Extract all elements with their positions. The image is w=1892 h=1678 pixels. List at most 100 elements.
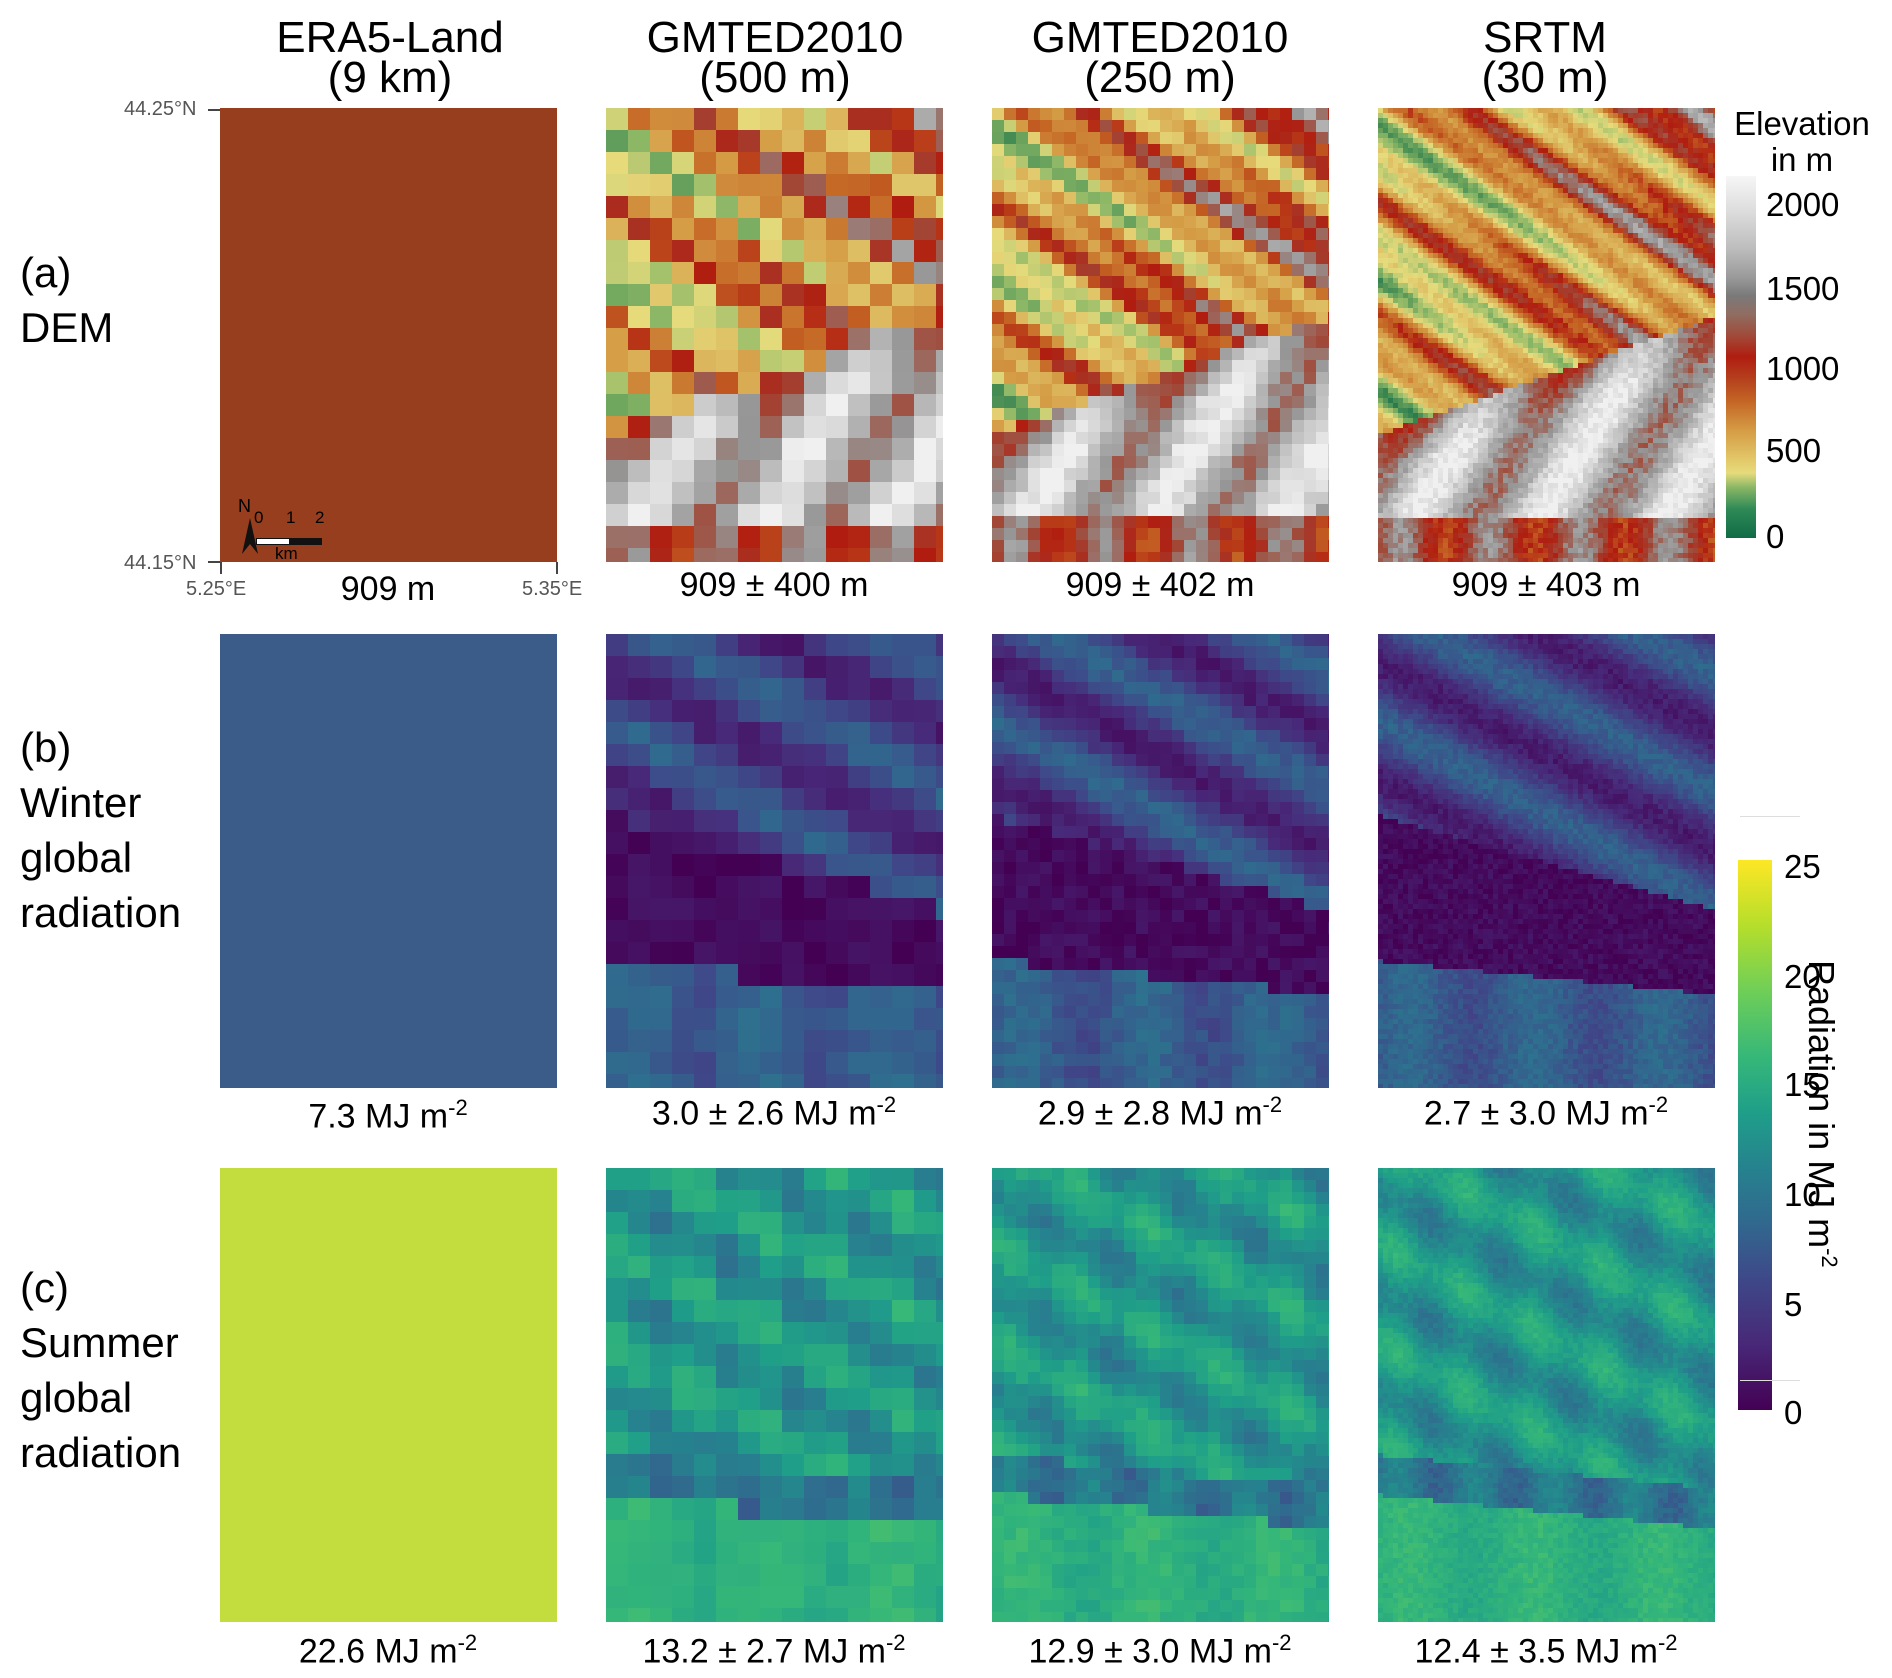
- raster-cell: [1573, 133, 1579, 139]
- raster-cell: [1433, 153, 1439, 159]
- raster-cell: [1523, 178, 1529, 184]
- raster-cell: [1418, 273, 1424, 279]
- raster-cell: [1448, 343, 1454, 349]
- raster-cell: [1643, 318, 1649, 324]
- raster-cell: [1658, 308, 1664, 314]
- raster-cell: [1478, 208, 1484, 214]
- raster-cell: [1124, 540, 1137, 553]
- raster-cell: [1028, 468, 1041, 481]
- raster-cell: [1220, 504, 1233, 517]
- raster-cell: [1628, 218, 1634, 224]
- raster-cell: [1508, 153, 1514, 159]
- raster-cell: [1423, 218, 1429, 224]
- raster-cell: [1100, 372, 1113, 385]
- raster-cell: [1268, 252, 1281, 265]
- raster-cell: [1638, 223, 1644, 229]
- raster-cell: [1658, 208, 1664, 214]
- raster-cell: [1028, 444, 1041, 457]
- raster-cell: [1473, 253, 1479, 259]
- raster-cell: [1563, 253, 1569, 259]
- raster-cell: [1478, 183, 1484, 189]
- raster-cell: [1016, 156, 1029, 169]
- raster-cell: [1208, 480, 1221, 493]
- raster-cell: [1453, 228, 1459, 234]
- raster-cell: [1052, 408, 1065, 421]
- raster-cell: [1328, 360, 1329, 373]
- raster-cell: [1428, 358, 1434, 364]
- raster-cell: [1648, 363, 1654, 369]
- raster-cell: [1478, 263, 1484, 269]
- raster-cell: [1708, 268, 1714, 274]
- raster-cell: [1184, 360, 1197, 373]
- raster-cell: [1608, 203, 1614, 209]
- raster-cell: [1423, 293, 1429, 299]
- raster-cell: [1688, 338, 1694, 344]
- raster-cell: [1638, 238, 1644, 244]
- raster-cell: [1633, 228, 1639, 234]
- raster-cell: [1613, 273, 1619, 279]
- raster-cell: [1603, 123, 1609, 129]
- raster-cell: [1172, 540, 1185, 553]
- raster-cell: [1124, 384, 1137, 397]
- raster-cell: [804, 504, 827, 527]
- raster-cell: [760, 416, 783, 439]
- raster-cell: [1683, 173, 1689, 179]
- raster-cell: [1443, 228, 1449, 234]
- raster-cell: [1643, 258, 1649, 264]
- raster-cell: [1280, 120, 1293, 133]
- raster-cell: [1408, 348, 1414, 354]
- raster-cell: [1378, 328, 1384, 334]
- raster-cell: [1573, 318, 1579, 324]
- raster-cell: [1543, 223, 1549, 229]
- raster-cell: [694, 306, 717, 329]
- raster-cell: [1673, 133, 1679, 139]
- raster-cell: [1458, 318, 1464, 324]
- raster-cell: [1593, 308, 1599, 314]
- raster-cell: [1588, 228, 1594, 234]
- raster-cell: [1498, 183, 1504, 189]
- raster-cell: [1418, 138, 1424, 144]
- raster-cell: [1112, 276, 1125, 289]
- raster-cell: [1136, 240, 1149, 253]
- raster-cell: [1588, 268, 1594, 274]
- raster-cell: [1523, 203, 1529, 209]
- raster-cell: [1076, 336, 1089, 349]
- raster-cell: [1064, 108, 1077, 121]
- raster-cell: [1698, 193, 1704, 199]
- raster-cell: [1508, 108, 1514, 114]
- raster-cell: [1503, 273, 1509, 279]
- raster-cell: [1528, 178, 1534, 184]
- raster-cell: [1633, 128, 1639, 134]
- raster-cell: [1428, 133, 1434, 139]
- raster-cell: [1393, 248, 1399, 254]
- raster-cell: [914, 284, 937, 307]
- raster-cell: [1648, 133, 1654, 139]
- raster-cell: [1518, 213, 1524, 219]
- raster-cell: [1698, 118, 1704, 124]
- raster-cell: [1508, 173, 1514, 179]
- raster-cell: [1076, 360, 1089, 373]
- raster-cell: [1280, 384, 1293, 397]
- raster-cell: [1438, 198, 1444, 204]
- raster-cell: [650, 174, 673, 197]
- raster-cell: [1458, 298, 1464, 304]
- raster-cell: [1713, 318, 1715, 324]
- raster-cell: [1172, 372, 1185, 385]
- raster-cell: [1448, 173, 1454, 179]
- raster-cell: [1100, 408, 1113, 421]
- raster-cell: [1473, 128, 1479, 134]
- raster-cell: [1643, 128, 1649, 134]
- raster-cell: [1528, 358, 1534, 364]
- raster-cell: [716, 394, 739, 417]
- raster-cell: [606, 240, 629, 263]
- raster-cell: [1423, 178, 1429, 184]
- raster-cell: [1423, 183, 1429, 189]
- raster-cell: [1378, 193, 1384, 199]
- raster-cell: [1463, 263, 1469, 269]
- raster-cell: [1458, 123, 1464, 129]
- raster-cell: [1563, 333, 1569, 339]
- raster-cell: [1673, 173, 1679, 179]
- raster-cell: [1004, 288, 1017, 301]
- raster-cell: [1498, 268, 1504, 274]
- raster-cell: [1713, 228, 1715, 234]
